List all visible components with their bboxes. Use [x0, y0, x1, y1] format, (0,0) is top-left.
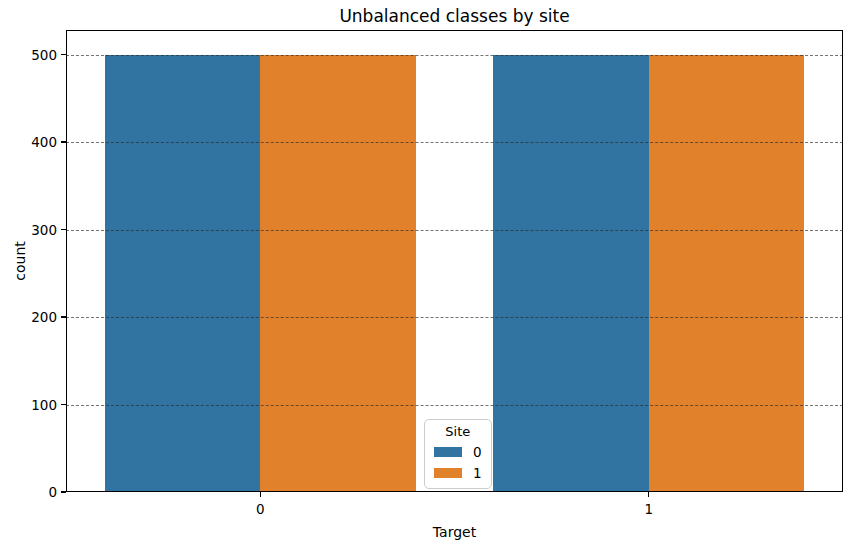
legend-entry-label: 0: [473, 444, 482, 460]
figure: Unbalanced classes by site count Target …: [0, 0, 850, 547]
x-tick-label-0: 0: [256, 501, 265, 517]
y-tick-label-300: 300: [0, 222, 57, 238]
legend-entries: 01: [434, 444, 482, 481]
x-tick-label-1: 1: [644, 501, 653, 517]
x-tick-mark-1: [648, 492, 649, 497]
y-tick-label-400: 400: [0, 134, 57, 150]
legend-title: Site: [434, 424, 482, 439]
y-tick-label-100: 100: [0, 397, 57, 413]
y-axis-label: count: [12, 241, 28, 281]
legend-entry-1: 1: [434, 465, 482, 481]
y-tick-label-200: 200: [0, 309, 57, 325]
x-tick-mark-0: [260, 492, 261, 497]
legend-entry-label: 1: [473, 465, 482, 481]
gridline-y-100: [66, 405, 843, 406]
gridline-y-400: [66, 142, 843, 143]
bar-target-0-site-1: [260, 55, 415, 493]
bar-target-0-site-0: [105, 55, 260, 493]
bar-target-1-site-1: [649, 55, 804, 493]
legend-swatch-0: [434, 447, 462, 457]
bar-target-1-site-0: [493, 55, 648, 493]
gridline-y-500: [66, 55, 843, 56]
x-axis-label: Target: [66, 524, 843, 540]
y-tick-label-500: 500: [0, 47, 57, 63]
y-tick-mark-0: [61, 491, 66, 492]
gridline-y-200: [66, 317, 843, 318]
legend-swatch-1: [434, 468, 462, 478]
chart-title: Unbalanced classes by site: [66, 6, 843, 26]
gridline-y-300: [66, 230, 843, 231]
legend-entry-0: 0: [434, 444, 482, 460]
legend: Site 01: [424, 419, 492, 489]
y-tick-label-0: 0: [0, 484, 57, 500]
